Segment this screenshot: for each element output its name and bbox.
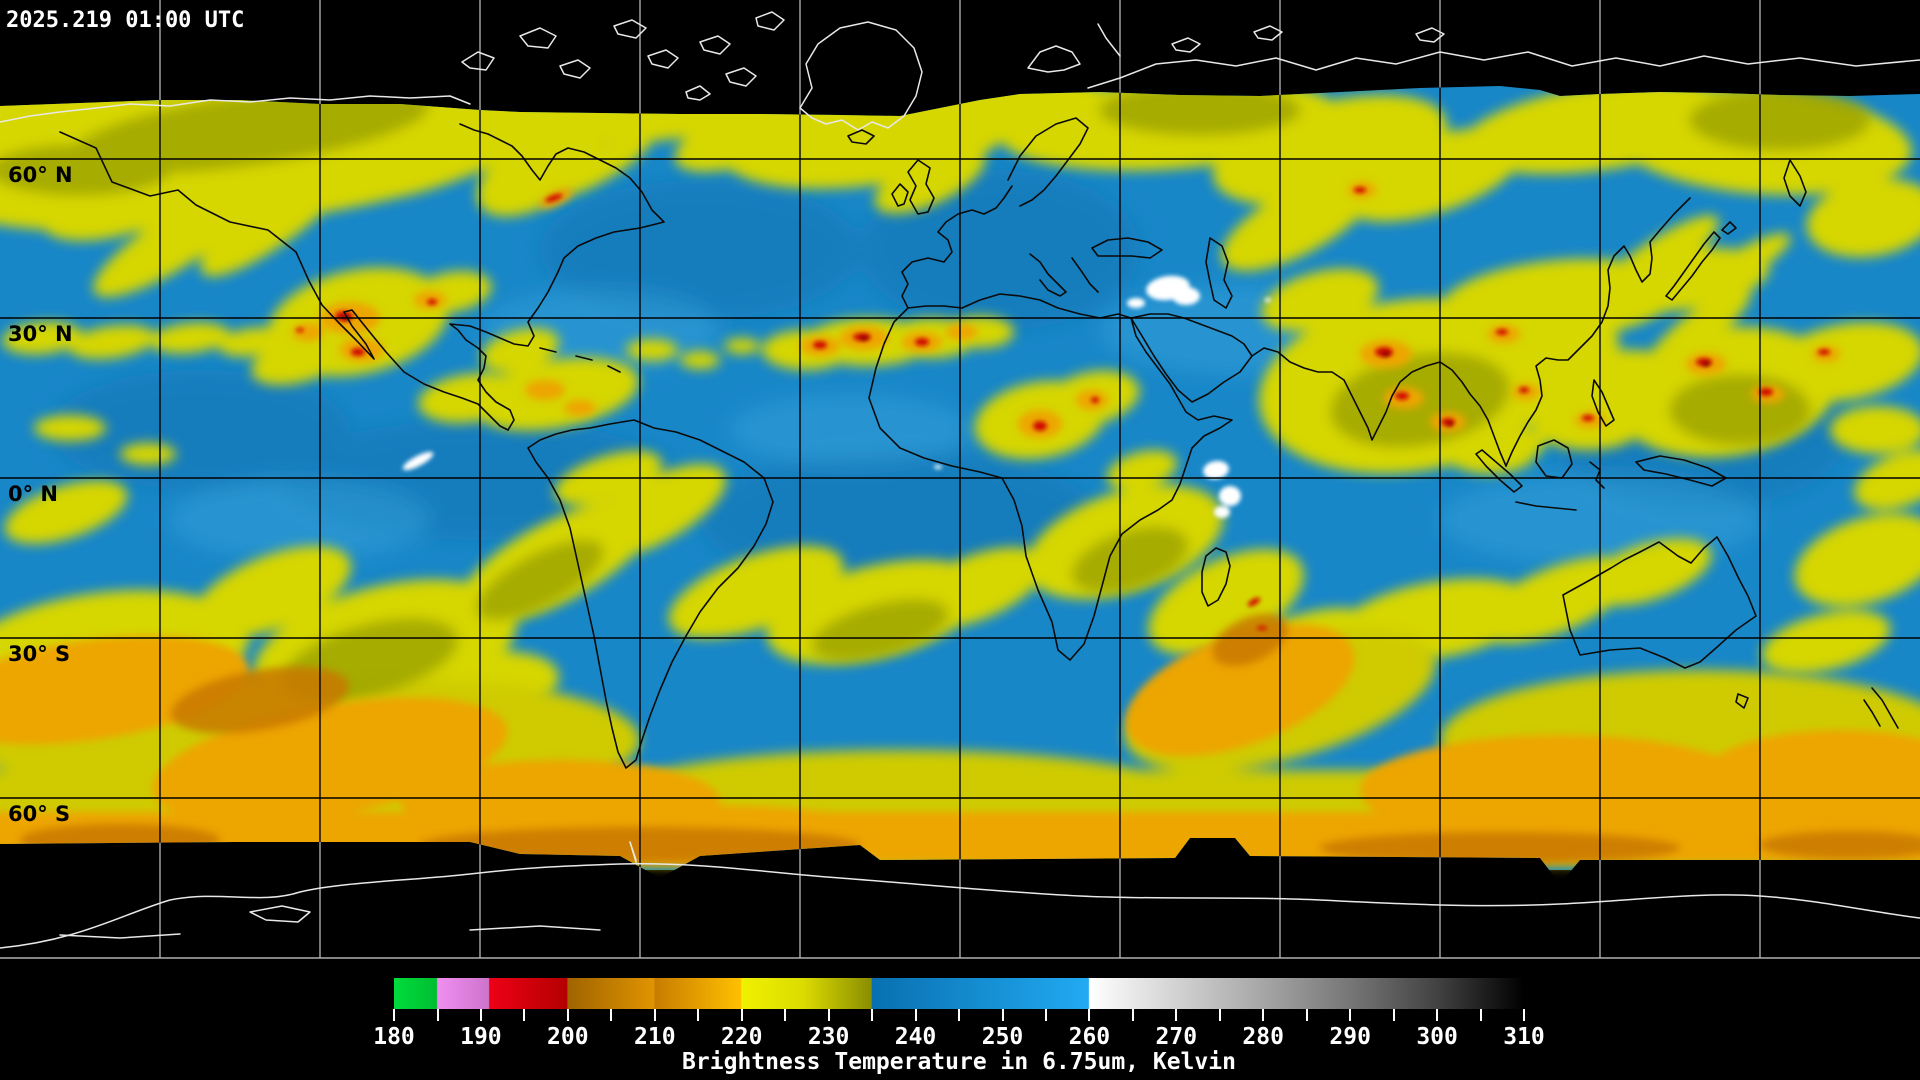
colorbar-tick: [566, 1009, 569, 1021]
colorbar-tick: [1262, 1009, 1265, 1021]
colorbar-tick: [1044, 1009, 1047, 1021]
coast-svalbard: [1027, 45, 1081, 73]
coast-italy: [1029, 253, 1067, 297]
coastlines-polar: [0, 11, 1920, 949]
colorbar-tick: [653, 1009, 656, 1021]
coast-north-america-east: [449, 123, 665, 431]
coast-black-sea: [1091, 237, 1163, 259]
coast-greenland: [799, 21, 923, 131]
colorbar-tick: [827, 1009, 830, 1021]
colorbar-tick-label: 280: [1242, 1024, 1284, 1050]
coast-australia: [1562, 536, 1757, 669]
colorbar-tick: [1218, 1009, 1221, 1021]
warm-dry-white-patches: [402, 275, 1271, 518]
colorbar-gradient: [394, 978, 1524, 1009]
coast-new-guinea: [1635, 455, 1727, 487]
coast-arctic-siberia: [1087, 51, 1920, 89]
coast-madagascar: [1201, 547, 1231, 607]
coast-arctic-siberia-islands: [1097, 23, 1445, 57]
coast-japan: [1665, 221, 1737, 301]
coast-uk: [907, 159, 935, 215]
coast-caspian-sea: [1205, 237, 1233, 309]
latitude-label-60n: 60° N: [8, 163, 73, 187]
colorbar-tick: [479, 1009, 482, 1021]
colorbar-tick-label: 260: [1068, 1024, 1111, 1050]
colorbar-tick: [958, 1009, 960, 1021]
colorbar-tick-label: 180: [373, 1024, 415, 1050]
coast-europe-west: [901, 185, 1013, 309]
colorbar-tick-label: 270: [1155, 1024, 1198, 1050]
colorbar-tick-label: 310: [1503, 1024, 1545, 1050]
colorbar-tick-label: 290: [1329, 1024, 1371, 1050]
coast-philippines: [1591, 379, 1615, 427]
deep-convection-darkred: [342, 316, 1710, 426]
timestamp-label: 2025.219 01:00 UTC: [6, 8, 244, 33]
coast-south-america: [527, 419, 774, 769]
colorbar-tick-label: 230: [807, 1024, 850, 1050]
colorbar-tick-label: 250: [981, 1024, 1024, 1050]
colorbar-tick: [1436, 1009, 1439, 1021]
colorbar-tick: [436, 1009, 439, 1021]
colorbar-tick: [1001, 1009, 1004, 1021]
coast-ireland: [891, 183, 909, 207]
colorbar-tick: [1175, 1009, 1178, 1021]
coast-java: [1515, 501, 1577, 511]
colorbar-tick-label: 210: [634, 1024, 676, 1050]
coast-new-zealand: [1863, 687, 1899, 729]
colorbar-legend: 180 190 200 210 220 230 240 250 260 270 280 290 300 3…: [0, 960, 1920, 1080]
colorbar-tick: [1305, 1009, 1308, 1021]
coast-south-asia: [1251, 347, 1507, 467]
coast-caribbean-islands: [539, 347, 621, 373]
coast-arctic-america: [0, 95, 471, 123]
colorbar-tick: [1349, 1009, 1352, 1021]
world-map: 60° N 30° N 0° N 30° S 60° S 2025.219 01…: [0, 0, 1920, 960]
coast-east-asia: [1505, 197, 1691, 467]
latitude-label-30s: 30° S: [8, 642, 70, 666]
coast-arctic-islands: [461, 11, 785, 101]
colorbar-tick: [1088, 1009, 1091, 1021]
coast-borneo: [1535, 439, 1573, 479]
map-canvas: 60° N 30° N 0° N 30° S 60° S 2025.219 01…: [0, 0, 1920, 960]
coast-north-america: [59, 131, 509, 431]
colorbar-tick-label: 200: [547, 1024, 589, 1050]
colorbar-tick: [393, 1009, 395, 1021]
satellite-data-layer: 60° N 30° N 0° N 30° S 60° S: [0, 0, 1920, 958]
colorbar-tick: [1131, 1009, 1134, 1021]
colorbar-tick-label: 240: [894, 1024, 937, 1050]
colorbar-title: Brightness Temperature in 6.75um, Kelvin: [682, 1049, 1236, 1075]
colorbar-tick: [871, 1009, 874, 1021]
grid-lines-data: [0, 0, 1920, 958]
colorbar-tick: [784, 1009, 787, 1021]
colorbar-tick-label: 300: [1416, 1024, 1458, 1050]
colorbar-tick: [697, 1009, 700, 1021]
coast-kamchatka: [1783, 159, 1807, 207]
coast-iceland: [847, 129, 875, 145]
colorbar-tick-label: 220: [720, 1024, 763, 1050]
colorbar-tick: [1479, 1009, 1482, 1021]
coast-antarctica: [0, 863, 1920, 949]
colorbar-tick: [914, 1009, 917, 1021]
latitude-label-60s: 60° S: [8, 802, 70, 826]
colorbar-tick-label: 190: [460, 1024, 502, 1050]
colorbar-tick: [1523, 1009, 1525, 1021]
colorbar-tick: [1392, 1009, 1395, 1021]
coastlines-over-data: [59, 117, 1899, 769]
colorbar-tick: [610, 1009, 613, 1021]
deep-convection-red: [296, 187, 1830, 630]
latitude-label-30n: 30° N: [8, 322, 73, 346]
coast-greece: [1071, 257, 1099, 293]
colorbar-tick: [740, 1009, 743, 1021]
coast-scandinavia: [1007, 117, 1089, 207]
coast-sumatra: [1475, 449, 1523, 493]
coast-antarctica-fragments: [59, 841, 637, 939]
coast-tasmania: [1735, 693, 1749, 709]
colorbar-tick: [523, 1009, 526, 1021]
coast-africa: [868, 293, 1233, 661]
latitude-label-0n: 0° N: [8, 482, 58, 506]
